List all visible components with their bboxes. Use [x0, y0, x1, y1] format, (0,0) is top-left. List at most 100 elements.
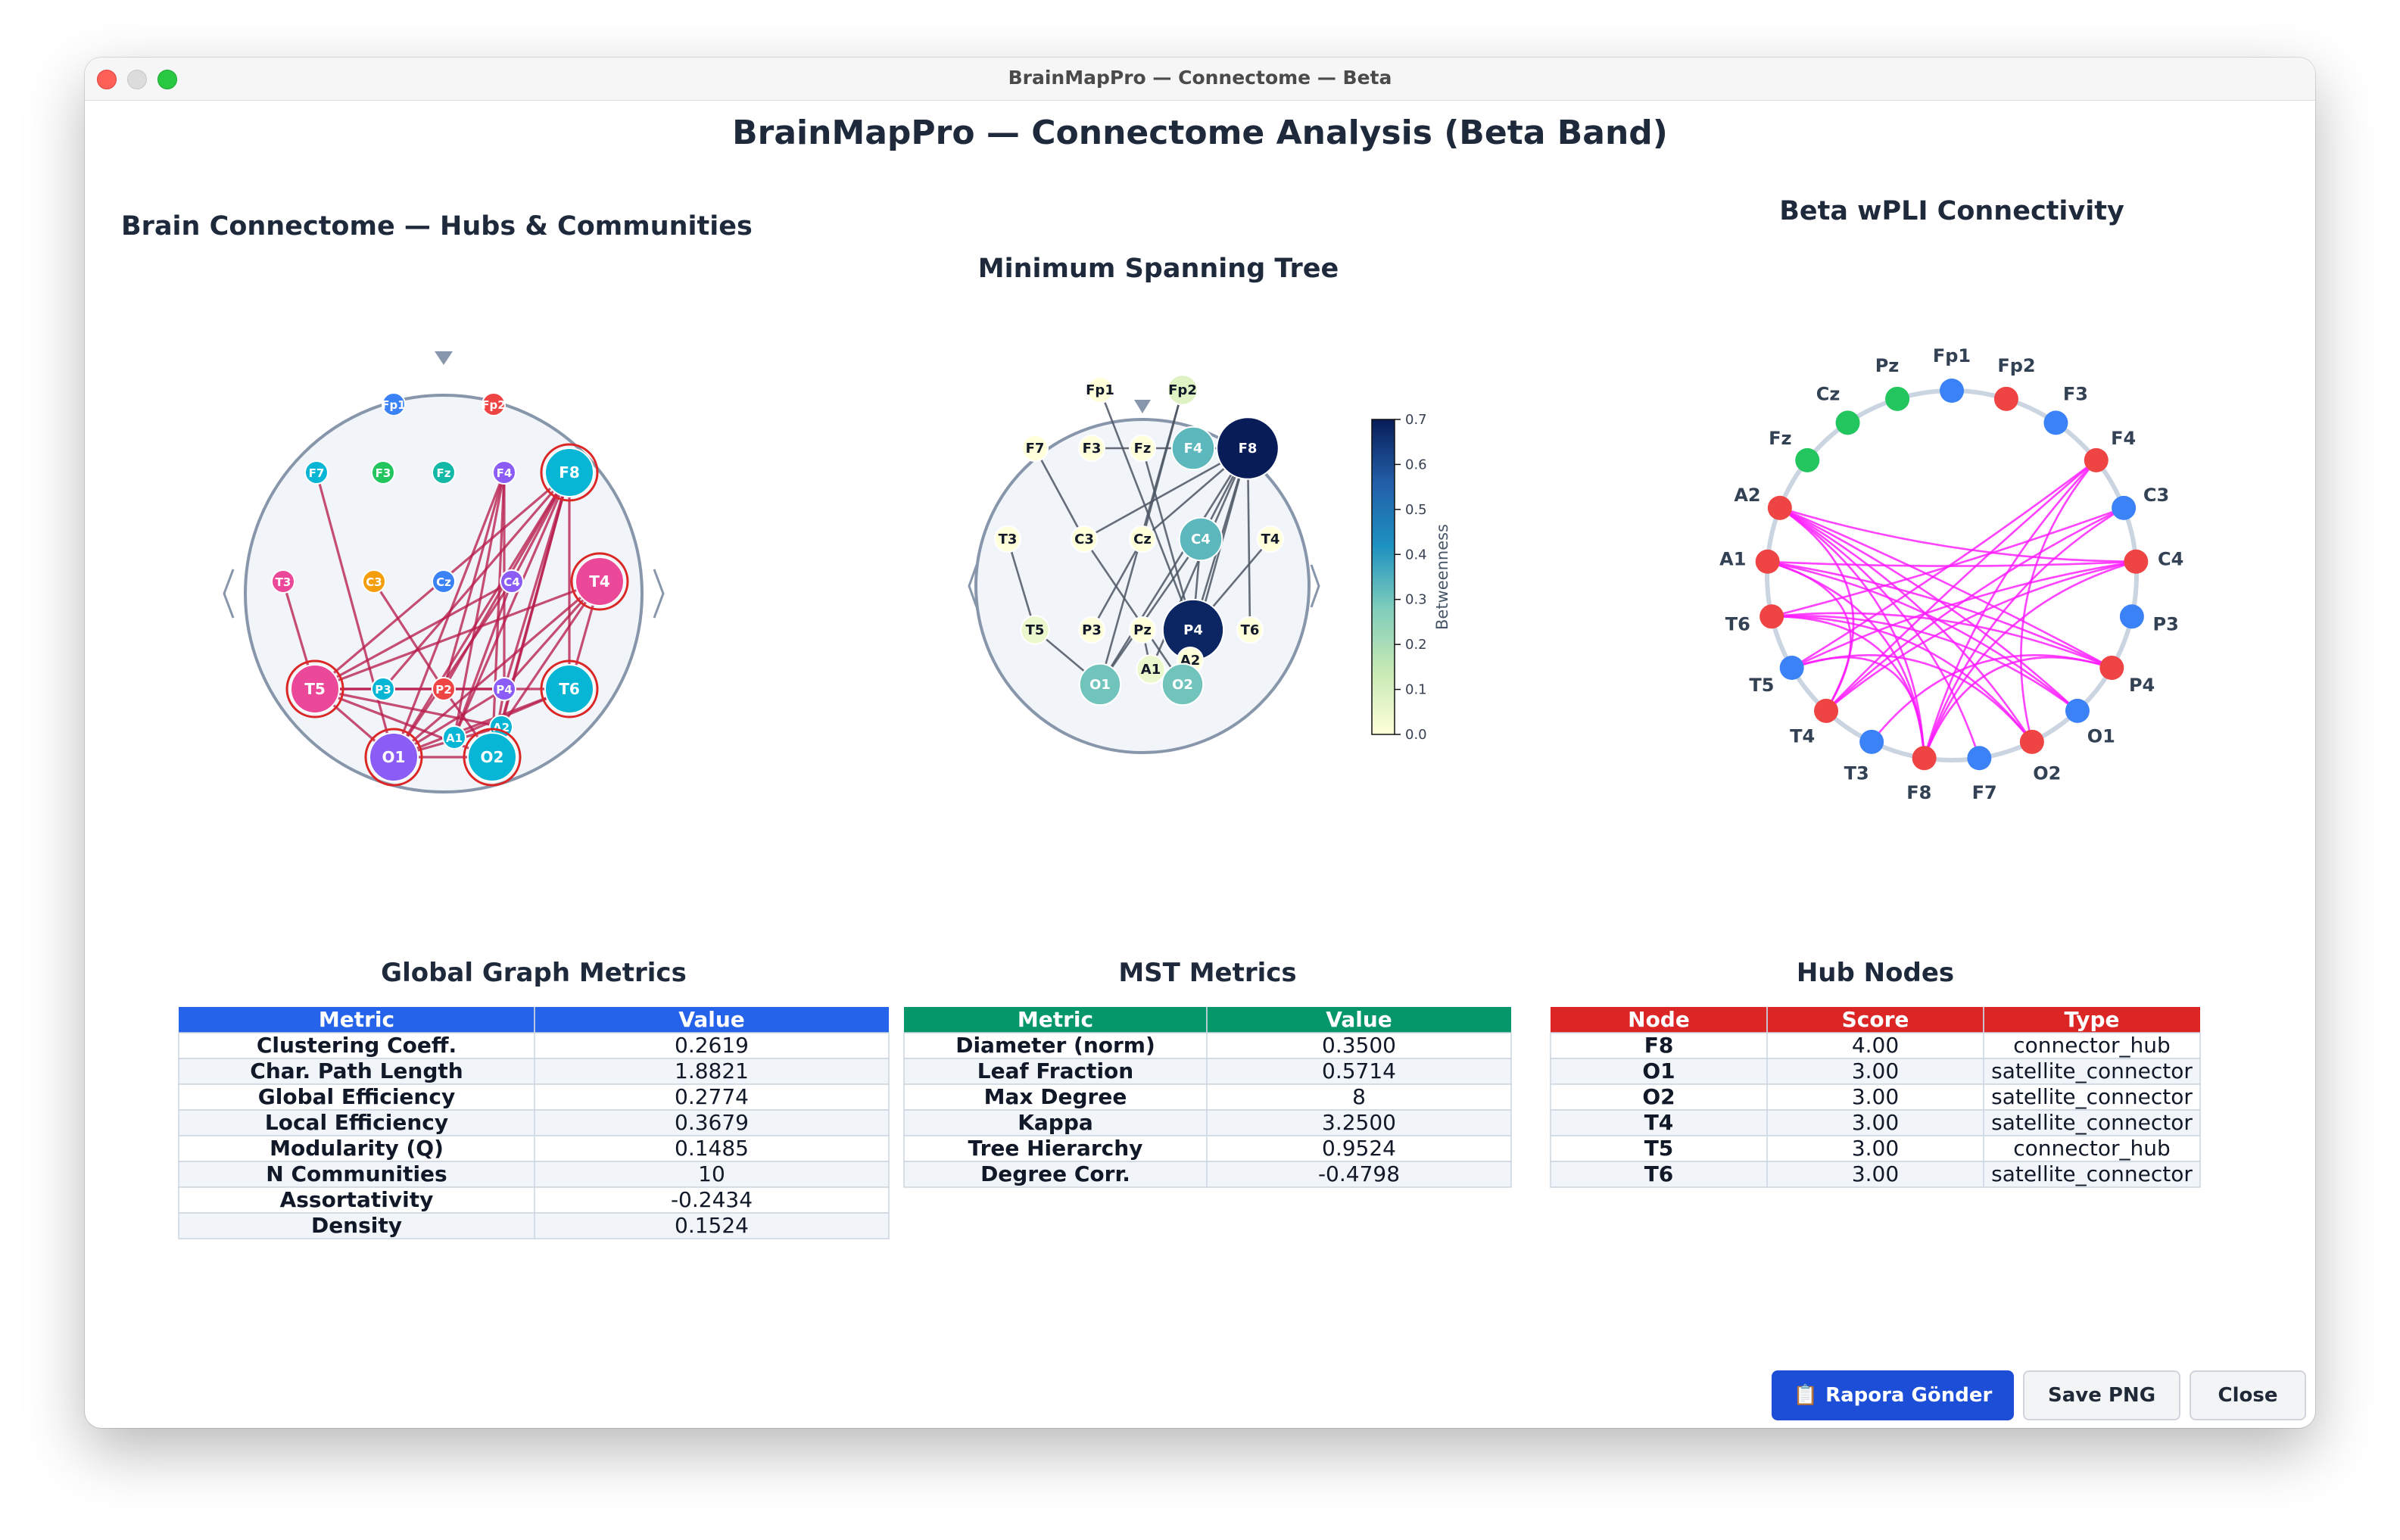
mst-node-c4[interactable]: C4 — [1178, 516, 1223, 562]
mst-node-fp2[interactable]: Fp2 — [1167, 374, 1198, 406]
connectome-node-a1[interactable]: A1 — [442, 725, 466, 750]
table-cell: 3.00 — [1852, 1161, 1899, 1186]
mst-node-o2[interactable]: O2 — [1161, 662, 1205, 706]
connectome-node-label: T3 — [276, 575, 291, 589]
head-outline — [974, 418, 1311, 754]
connectome-node-f4[interactable]: F4 — [492, 460, 516, 485]
mst-node-o1[interactable]: O1 — [1078, 662, 1122, 706]
wpli-node-p3[interactable]: P3 — [2119, 604, 2179, 635]
table-cell: -0.4798 — [1318, 1161, 1400, 1186]
connectome-node-label: F3 — [376, 466, 391, 480]
connectome-node-label: F7 — [309, 466, 325, 480]
mst-node-c3[interactable]: C3 — [1071, 525, 1098, 553]
table-row — [178, 1032, 890, 1059]
connectome-plot: Fp1 Fp2 F7 F3 Fz F4 F8 T3 C3 Cz C4 T4 T5 P3 P2 P4 T6 A2 A1… — [223, 351, 665, 793]
table-cell: 4.00 — [1852, 1033, 1899, 1058]
wpli-node-f3[interactable]: F3 — [2043, 383, 2088, 435]
wpli-node-label: C4 — [2158, 548, 2183, 569]
close-button[interactable]: Close — [2190, 1370, 2306, 1420]
connectome-node-c3[interactable]: C3 — [362, 569, 386, 594]
send-report-button[interactable]: 📋 Rapora Gönder — [1772, 1370, 2014, 1420]
wpli-node-f4[interactable]: F4 — [2084, 428, 2136, 472]
connectome-node-f3[interactable]: F3 — [371, 460, 395, 485]
connectome-node-fp1[interactable]: Fp1 — [382, 392, 406, 416]
mst-node-p3[interactable]: P3 — [1078, 616, 1105, 644]
wpli-node-label: A1 — [1719, 548, 1746, 569]
connectome-node-o2[interactable]: O2 — [463, 728, 522, 787]
mst-node-f8[interactable]: F8 — [1216, 416, 1279, 480]
table-cell: 0.5714 — [1322, 1058, 1396, 1083]
mst-node-f7[interactable]: F7 — [1021, 435, 1049, 462]
connectome-node-fz[interactable]: Fz — [432, 460, 456, 485]
mst-node-f4[interactable]: F4 — [1170, 426, 1216, 471]
mst-node-a1[interactable]: A1 — [1136, 654, 1166, 684]
colorbar-tick: 0.3 — [1395, 592, 1427, 608]
save-png-button[interactable]: Save PNG — [2023, 1370, 2180, 1420]
connectome-node-p4[interactable]: P4 — [492, 677, 516, 701]
wpli-node-pz[interactable]: Pz — [1875, 355, 1910, 411]
table-row — [1550, 1161, 2201, 1188]
connectome-node-o1[interactable]: O1 — [364, 728, 423, 787]
mst-node-fz[interactable]: Fz — [1129, 435, 1156, 462]
wpli-node-o1[interactable]: O1 — [2065, 698, 2115, 747]
mst-node-t5[interactable]: T5 — [1020, 615, 1050, 645]
colorbar-tick-label: 0.6 — [1405, 457, 1427, 472]
mst-node-t6[interactable]: T6 — [1236, 616, 1264, 644]
wpli-node-f7[interactable]: F7 — [1967, 746, 1997, 803]
mst-edge-f8-o1 — [1099, 447, 1249, 685]
wpli-node-t4[interactable]: T4 — [1790, 698, 1839, 747]
table-header-bg — [904, 1007, 1511, 1033]
wpli-node-fp2[interactable]: Fp2 — [1993, 355, 2036, 411]
wpli-edge-t6-p4 — [1771, 612, 2112, 669]
wpli-node-cz[interactable]: Cz — [1816, 383, 1860, 435]
table-cell: 3.00 — [1852, 1110, 1899, 1135]
mst-node-label: F4 — [1184, 441, 1203, 457]
metrics-tables: Global Graph Metrics Metric Value Clusterin… — [178, 958, 2201, 1239]
wpli-node-t6[interactable]: T6 — [1725, 604, 1784, 635]
wpli-node-c3[interactable]: C3 — [2112, 485, 2169, 520]
connectome-node-t3[interactable]: T3 — [271, 569, 295, 594]
connectome-node-f7[interactable]: F7 — [304, 460, 329, 485]
mst-node-t4[interactable]: T4 — [1257, 525, 1284, 553]
wpli-node-t3[interactable]: T3 — [1844, 729, 1884, 784]
zoom-window-button[interactable] — [157, 70, 177, 89]
close-window-button[interactable] — [97, 70, 117, 89]
connectome-node-t4[interactable]: T4 — [570, 552, 629, 611]
mst-node-label: O1 — [1089, 677, 1111, 693]
wpli-node-a1[interactable]: A1 — [1719, 548, 1780, 574]
wpli-edge-f4-t4 — [1825, 459, 2097, 712]
connectome-node-f8[interactable]: F8 — [540, 443, 599, 502]
mst-node-f3[interactable]: F3 — [1078, 435, 1105, 462]
wpli-node-f8[interactable]: F8 — [1906, 746, 1937, 803]
table-cell: 3.2500 — [1322, 1110, 1396, 1135]
connectome-node-fp2[interactable]: Fp2 — [482, 392, 506, 416]
wpli-node-t5[interactable]: T5 — [1749, 656, 1804, 696]
mst-node-cz[interactable]: Cz — [1129, 525, 1156, 553]
connectome-node-c4[interactable]: C4 — [500, 569, 524, 594]
table-cell: Density — [311, 1213, 402, 1238]
mst-node-t3[interactable]: T3 — [994, 525, 1021, 553]
wpli-node-p4[interactable]: P4 — [2099, 656, 2155, 696]
mst-node-label: Fp2 — [1168, 382, 1197, 398]
minimize-window-button[interactable] — [127, 70, 147, 89]
wpli-edge-a1-o1 — [1767, 560, 2078, 712]
wpli-edge-f4-f8 — [1923, 459, 2097, 759]
wpli-node-fp1[interactable]: Fp1 — [1933, 345, 1971, 403]
wpli-node-fz[interactable]: Fz — [1769, 428, 1820, 472]
left-ear — [223, 569, 235, 619]
mst-node-pz[interactable]: Pz — [1129, 616, 1156, 644]
wpli-edge-t5-f4 — [1791, 459, 2097, 669]
table-row — [903, 1161, 1512, 1188]
connectome-node-t6[interactable]: T6 — [540, 659, 599, 719]
wpli-node-a2[interactable]: A2 — [1734, 485, 1792, 520]
wpli-node-label: F7 — [1972, 782, 1997, 803]
connectome-node-cz[interactable]: Cz — [432, 569, 456, 594]
mst-node-fp1[interactable]: Fp1 — [1086, 376, 1114, 404]
wpli-node-o2[interactable]: O2 — [2019, 729, 2061, 784]
connectome-node-p2[interactable]: P2 — [432, 677, 456, 701]
wpli-node-c4[interactable]: C4 — [2124, 548, 2183, 574]
edge-f4-a1 — [453, 472, 506, 738]
connectome-node-p3[interactable]: P3 — [371, 677, 395, 701]
connectome-node-t5[interactable]: T5 — [285, 659, 344, 719]
connectome-node-label: Fp2 — [482, 398, 505, 412]
